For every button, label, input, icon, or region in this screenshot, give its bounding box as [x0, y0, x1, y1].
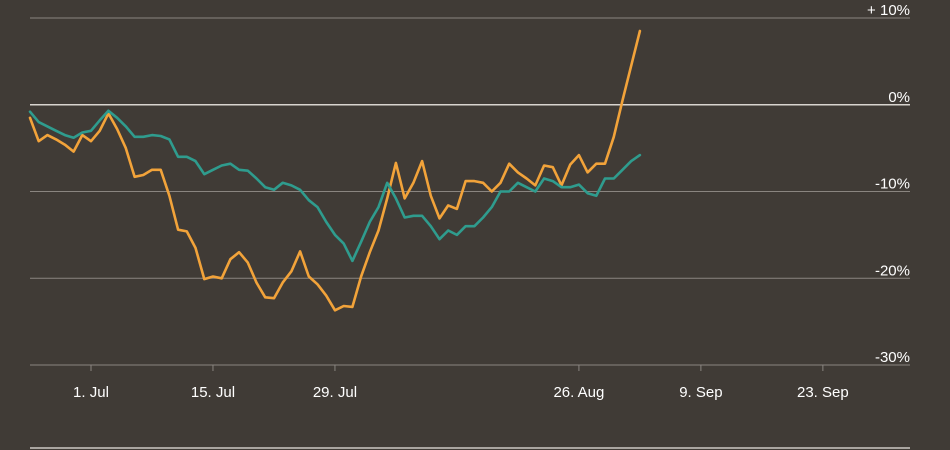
x-tick-label: 9. Sep [679, 384, 722, 401]
x-tick-label: 29. Jul [313, 384, 357, 401]
y-tick-label: + 10% [867, 2, 910, 19]
x-tick-label: 15. Jul [191, 384, 235, 401]
x-tick-label: 23. Sep [797, 384, 849, 401]
series-lines [28, 29, 642, 312]
x-tick-label: 26. Aug [553, 384, 604, 401]
y-axis-ticks: + 10% 0% -10% -20% -30% [867, 2, 910, 366]
series-line-1 [28, 29, 642, 312]
x-tick-label: 1. Jul [73, 384, 109, 401]
series-line-2 [28, 109, 642, 263]
y-tick-label: -20% [875, 262, 910, 279]
y-tick-label: 0% [888, 89, 910, 106]
grid-lines [30, 17, 910, 366]
y-tick-label: -30% [875, 349, 910, 366]
x-axis-ticks: 1. Jul 15. Jul 29. Jul 26. Aug 9. Sep 23. Sep [73, 365, 849, 401]
y-tick-label: -10% [875, 176, 910, 193]
